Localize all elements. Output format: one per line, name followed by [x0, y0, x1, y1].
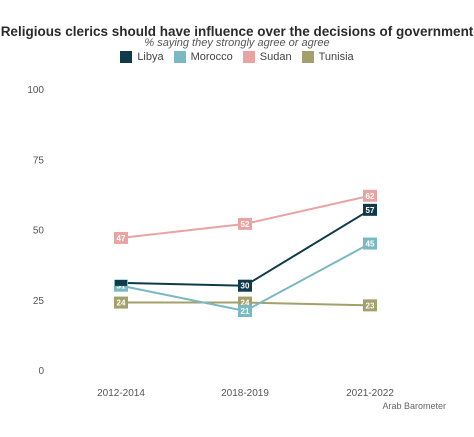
- data-label-sudan: 47: [117, 234, 126, 243]
- y-tick-label: 25: [33, 296, 45, 307]
- legend-label-morocco: Morocco: [190, 51, 233, 63]
- data-point-morocco: [238, 304, 252, 317]
- x-tick-label: 2012-2014: [97, 388, 145, 399]
- legend-swatch-libya: [120, 51, 133, 63]
- x-tick-label: 2021-2022: [346, 388, 394, 399]
- data-point-sudan: [114, 231, 128, 244]
- legend-label-tunisia: Tunisia: [318, 51, 354, 63]
- y-tick-label: 50: [33, 226, 45, 237]
- legend-item-libya: Libya: [120, 51, 164, 63]
- data-label-sudan: 52: [241, 220, 250, 229]
- legend-item-morocco: Morocco: [173, 51, 233, 63]
- data-point-libya: [115, 279, 127, 286]
- data-point-tunisia: [114, 296, 128, 309]
- legend-label-libya: Libya: [137, 51, 164, 63]
- data-label-libya: 57: [366, 206, 375, 215]
- chart-subtitle: % saying they strongly agree or agree: [144, 37, 330, 49]
- legend-swatch-morocco: [173, 51, 186, 63]
- data-point-sudan: [363, 189, 377, 202]
- legend-swatch-sudan: [242, 51, 255, 63]
- data-point-libya: [238, 279, 252, 292]
- data-label-morocco: 45: [366, 240, 375, 249]
- legend-item-tunisia: Tunisia: [301, 51, 354, 63]
- y-tick-label: 75: [33, 155, 45, 166]
- data-label-libya: 30: [241, 282, 250, 291]
- y-tick-label: 0: [38, 366, 44, 377]
- chart-title: Religious clerics should have influence …: [0, 24, 474, 39]
- data-label-sudan: 62: [366, 192, 375, 201]
- data-point-libya: [363, 203, 377, 216]
- data-label-morocco: 21: [241, 307, 250, 316]
- legend: Libya Morocco Sudan Tunisia: [0, 51, 474, 63]
- y-tick-label: 100: [27, 85, 44, 96]
- data-point-tunisia: [363, 299, 377, 312]
- legend-item-sudan: Sudan: [242, 51, 292, 63]
- data-label-tunisia: 24: [241, 299, 250, 308]
- data-label-tunisia: 23: [366, 301, 375, 310]
- source-note: Arab Barometer: [382, 401, 446, 411]
- data-label-morocco: 31: [117, 282, 126, 291]
- data-label-tunisia: 24: [117, 299, 126, 308]
- data-point-sudan: [238, 217, 252, 230]
- data-point-morocco: [363, 237, 377, 250]
- legend-swatch-tunisia: [301, 51, 314, 63]
- x-tick-label: 2018-2019: [221, 388, 269, 399]
- legend-label-sudan: Sudan: [259, 51, 292, 63]
